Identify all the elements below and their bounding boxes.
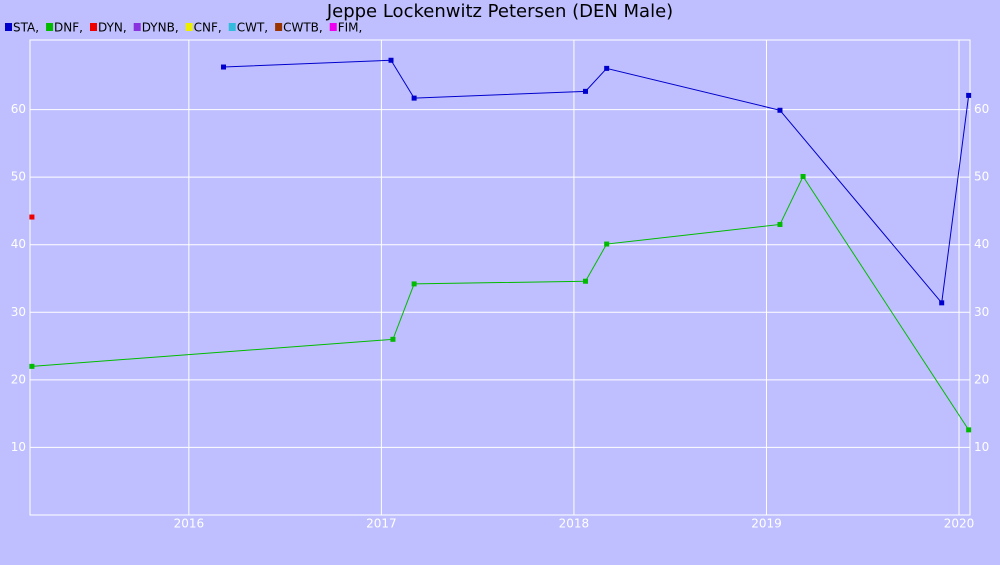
legend-label: DYN,: [98, 21, 127, 35]
x-tick-label: 2018: [559, 517, 590, 531]
point: [411, 281, 417, 287]
legend-label: DYNB,: [142, 21, 179, 35]
x-tick-label: 2019: [751, 517, 782, 531]
point: [411, 95, 417, 101]
y-tick-label: 40: [11, 237, 26, 251]
x-tick-label: 2020: [944, 517, 975, 531]
point: [604, 241, 610, 247]
legend-swatch: [133, 23, 141, 31]
legend-swatch: [46, 23, 54, 31]
y-tick-label: 60: [11, 102, 26, 116]
y2-tick-label: 40: [974, 237, 989, 251]
series-line: [31, 175, 970, 431]
series-line: [223, 59, 970, 305]
point: [390, 336, 396, 342]
point: [777, 107, 783, 113]
point: [582, 88, 588, 94]
legend-swatch: [89, 23, 97, 31]
legend-label: DNF,: [54, 21, 83, 35]
point: [582, 278, 588, 284]
point: [966, 92, 972, 98]
y-tick-label: 30: [11, 305, 26, 319]
point: [388, 57, 394, 63]
x-tick-label: 2016: [174, 517, 205, 531]
point: [221, 64, 227, 70]
point: [29, 363, 35, 369]
x-tick-label: 2017: [366, 517, 397, 531]
point: [604, 65, 610, 71]
legend-label: CWTB,: [283, 21, 323, 35]
y2-tick-label: 30: [974, 305, 989, 319]
legend-label: CWT,: [237, 21, 268, 35]
legend-swatch: [329, 23, 337, 31]
legend-label: FIM,: [338, 21, 363, 35]
legend-swatch: [275, 23, 283, 31]
legend-label: CNF,: [194, 21, 222, 35]
y-tick-label: 20: [11, 372, 26, 386]
legend-label: STA,: [13, 21, 39, 35]
point: [777, 221, 783, 227]
chart-title: Jeppe Lockenwitz Petersen (DEN Male): [326, 1, 673, 22]
point: [966, 427, 972, 433]
point: [939, 300, 945, 306]
legend-swatch: [5, 23, 12, 31]
y2-tick-label: 20: [974, 372, 989, 386]
legend-swatch: [228, 23, 236, 31]
point: [800, 173, 806, 179]
y2-tick-label: 60: [974, 102, 989, 116]
plot-area: [29, 39, 971, 516]
legend-swatch: [185, 23, 193, 31]
y2-tick-label: 50: [974, 170, 989, 184]
y-tick-label: 50: [11, 170, 26, 184]
y2-tick-label: 10: [974, 440, 989, 454]
point: [29, 214, 35, 220]
y-tick-label: 10: [11, 440, 26, 454]
